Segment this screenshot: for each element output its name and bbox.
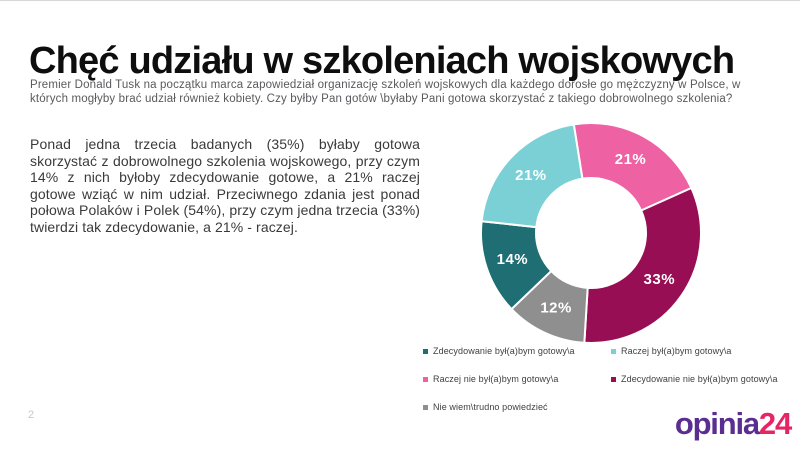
legend-swatch	[611, 349, 616, 354]
intro-text: Premier Donald Tusk na początku marca za…	[30, 78, 741, 105]
legend-swatch	[611, 377, 616, 382]
slice-percent-label: 21%	[515, 167, 547, 184]
legend-item: Nie wiem\trudno powiedzieć	[423, 402, 611, 413]
legend-label: Zdecydowanie był(a)bym gotowy\a	[433, 346, 575, 356]
legend-label: Nie wiem\trudno powiedzieć	[433, 402, 548, 412]
logo-primary-text: opinia	[674, 406, 760, 441]
slice-percent-label: 33%	[644, 271, 676, 288]
page-number: 2	[28, 409, 35, 421]
slice-percent-label: 14%	[497, 251, 529, 268]
legend-label: Raczej nie był(a)bym gotowy\a	[433, 374, 559, 384]
legend-swatch	[423, 377, 428, 382]
logo-secondary-text: 24	[758, 406, 792, 441]
page-title: Chęć udziału w szkoleniach wojskowych	[29, 40, 735, 83]
legend-label: Raczej był(a)bym gotowy\a	[621, 346, 732, 356]
legend-item: Raczej był(a)bym gotowy\a	[611, 346, 795, 357]
legend-swatch	[423, 349, 428, 354]
donut-slice	[583, 186, 702, 344]
legend-item: Zdecydowanie był(a)bym gotowy\a	[423, 346, 611, 357]
legend-item: Zdecydowanie nie był(a)bym gotowy\a	[611, 374, 795, 385]
chart-legend: Zdecydowanie był(a)bym gotowy\a Raczej by…	[423, 346, 795, 413]
donut-slice	[572, 121, 693, 212]
donut-slice	[480, 123, 584, 229]
legend-label: Zdecydowanie nie był(a)bym gotowy\a	[621, 374, 778, 384]
opinia24-logo: opinia24	[674, 406, 792, 442]
donut-chart-svg: 21% 33% 12% 14% 21%	[480, 121, 702, 344]
legend-swatch	[423, 405, 428, 410]
legend-item: Raczej nie był(a)bym gotowy\a	[423, 374, 611, 385]
slice-percent-label: 21%	[615, 151, 647, 168]
slice-percent-label: 12%	[540, 299, 572, 316]
body-paragraph: Ponad jedna trzecia badanych (35%) byłab…	[30, 136, 420, 235]
donut-chart: 21% 33% 12% 14% 21%	[459, 101, 723, 365]
